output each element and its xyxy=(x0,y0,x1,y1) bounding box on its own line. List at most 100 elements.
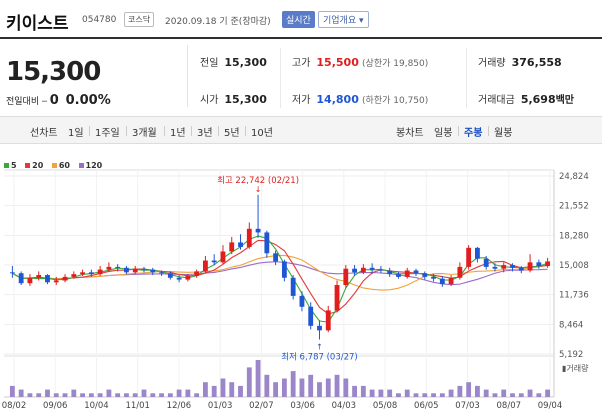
tab-weekly[interactable]: 주봉 xyxy=(464,128,483,139)
tab-candle-chart[interactable]: 봉차트 xyxy=(396,128,424,139)
candle-body xyxy=(369,267,375,270)
legend-ma5: 5 xyxy=(4,161,17,170)
candle-body xyxy=(448,277,454,285)
volume-bar xyxy=(246,367,252,397)
candlestick-chart[interactable]: 24,824 21,552 18,280 15,008 11,736 8,464 5,192… xyxy=(0,150,602,414)
candle-body xyxy=(281,261,287,278)
y-tick-label: 8,464 xyxy=(559,320,583,330)
volume-bar xyxy=(80,393,85,397)
high-value: 15,500 xyxy=(316,56,359,69)
candle-body xyxy=(176,277,182,280)
volume-bar xyxy=(536,393,542,397)
volume-label: ▮거래량 xyxy=(562,363,589,373)
candle-body xyxy=(132,268,138,273)
candle-body xyxy=(518,267,524,271)
candle-body xyxy=(404,270,410,277)
candle-body xyxy=(501,265,507,269)
candle-body xyxy=(220,251,226,263)
candle-body xyxy=(475,247,480,259)
volume-label: 거래량 xyxy=(478,58,506,69)
volume-bar xyxy=(115,393,121,397)
divider xyxy=(280,48,281,108)
volume-bar xyxy=(492,393,498,397)
tab-10-years[interactable]: 10년 xyxy=(251,128,273,139)
y-tick-label: 15,008 xyxy=(559,261,589,271)
candle-body xyxy=(159,272,164,274)
candle-body xyxy=(343,268,349,286)
x-tick-label: 01/03 xyxy=(208,401,233,411)
tab-line-chart[interactable]: 선차트 xyxy=(30,128,58,139)
candle-body xyxy=(431,276,436,279)
low-label: 저가 xyxy=(292,95,311,106)
tab-1-week[interactable]: 1주일 xyxy=(95,128,120,139)
tab-separator xyxy=(458,126,459,136)
tab-monthly[interactable]: 월봉 xyxy=(494,128,513,139)
candle-body xyxy=(422,273,428,277)
tab-separator xyxy=(126,126,127,136)
volume-bar xyxy=(290,371,296,397)
volume-bar xyxy=(150,393,156,397)
change-arrow-icon: ━ xyxy=(42,97,47,106)
prev-close: 전일 15,300 xyxy=(200,54,267,69)
tab-separator xyxy=(245,126,246,136)
candle-body xyxy=(510,265,515,268)
tab-3-months[interactable]: 3개월 xyxy=(132,128,157,139)
volume-bar xyxy=(159,393,164,397)
company-overview-dropdown[interactable]: 기업개요 ▾ xyxy=(318,11,369,28)
candle-body xyxy=(396,274,401,277)
volume-bar xyxy=(317,382,322,397)
x-tick-label: 04/03 xyxy=(332,401,357,411)
volume-bar xyxy=(220,378,226,397)
candle-body xyxy=(115,266,121,268)
tab-3-years[interactable]: 3년 xyxy=(197,128,213,139)
legend-ma20: 20 xyxy=(25,161,43,170)
volume-bar xyxy=(369,389,375,397)
realtime-button[interactable]: 실시간 xyxy=(282,11,315,28)
divider xyxy=(187,45,188,107)
volume-bar xyxy=(299,378,305,397)
volume-bar xyxy=(404,389,410,397)
x-tick-label: 12/06 xyxy=(167,401,192,411)
volume-bar xyxy=(238,385,243,397)
volume-bar xyxy=(527,389,533,397)
volume-bar xyxy=(141,389,147,397)
candle-body xyxy=(141,268,147,270)
tab-separator xyxy=(218,126,219,136)
tab-1-day[interactable]: 1일 xyxy=(68,128,84,139)
candle-body xyxy=(36,275,42,278)
candle-body xyxy=(483,258,489,267)
x-tick-label: 09/04 xyxy=(538,401,563,411)
low-price: 저가 14,800 (하한가 10,750) xyxy=(292,91,428,106)
candle-body xyxy=(545,261,551,266)
volume-bar xyxy=(167,393,173,397)
amount-label: 거래대금 xyxy=(478,95,515,106)
x-tick-label: 02/07 xyxy=(249,401,274,411)
candle-body xyxy=(62,276,68,281)
volume-bar xyxy=(413,393,419,397)
candle-body xyxy=(334,285,340,311)
y-tick-label: 18,280 xyxy=(559,231,589,241)
tab-daily[interactable]: 일봉 xyxy=(434,128,453,139)
tab-1-year[interactable]: 1년 xyxy=(170,128,186,139)
volume-bar xyxy=(203,382,208,397)
volume-bar xyxy=(431,393,436,397)
stock-name: 키이스트 xyxy=(6,14,69,34)
candle-body xyxy=(246,228,252,247)
volume-bar xyxy=(185,389,191,397)
volume-bar xyxy=(378,389,384,397)
candle-body xyxy=(352,268,357,273)
y-tick-label: 5,192 xyxy=(559,350,583,360)
market-badge: 코스닥 xyxy=(124,12,155,27)
candle-body xyxy=(360,267,366,273)
volume-bar xyxy=(53,393,59,397)
upper-limit: (상한가 19,850) xyxy=(362,59,429,69)
prev-close-label: 전일 xyxy=(200,58,219,69)
candle-body xyxy=(290,277,296,296)
x-tick-label: 10/04 xyxy=(84,401,109,411)
high-price: 고가 15,500 (상한가 19,850) xyxy=(292,54,428,69)
candle-body xyxy=(150,269,156,273)
volume-bar xyxy=(439,393,445,397)
volume-bar xyxy=(106,389,112,397)
volume-bar xyxy=(343,378,349,397)
tab-5-years[interactable]: 5년 xyxy=(224,128,240,139)
